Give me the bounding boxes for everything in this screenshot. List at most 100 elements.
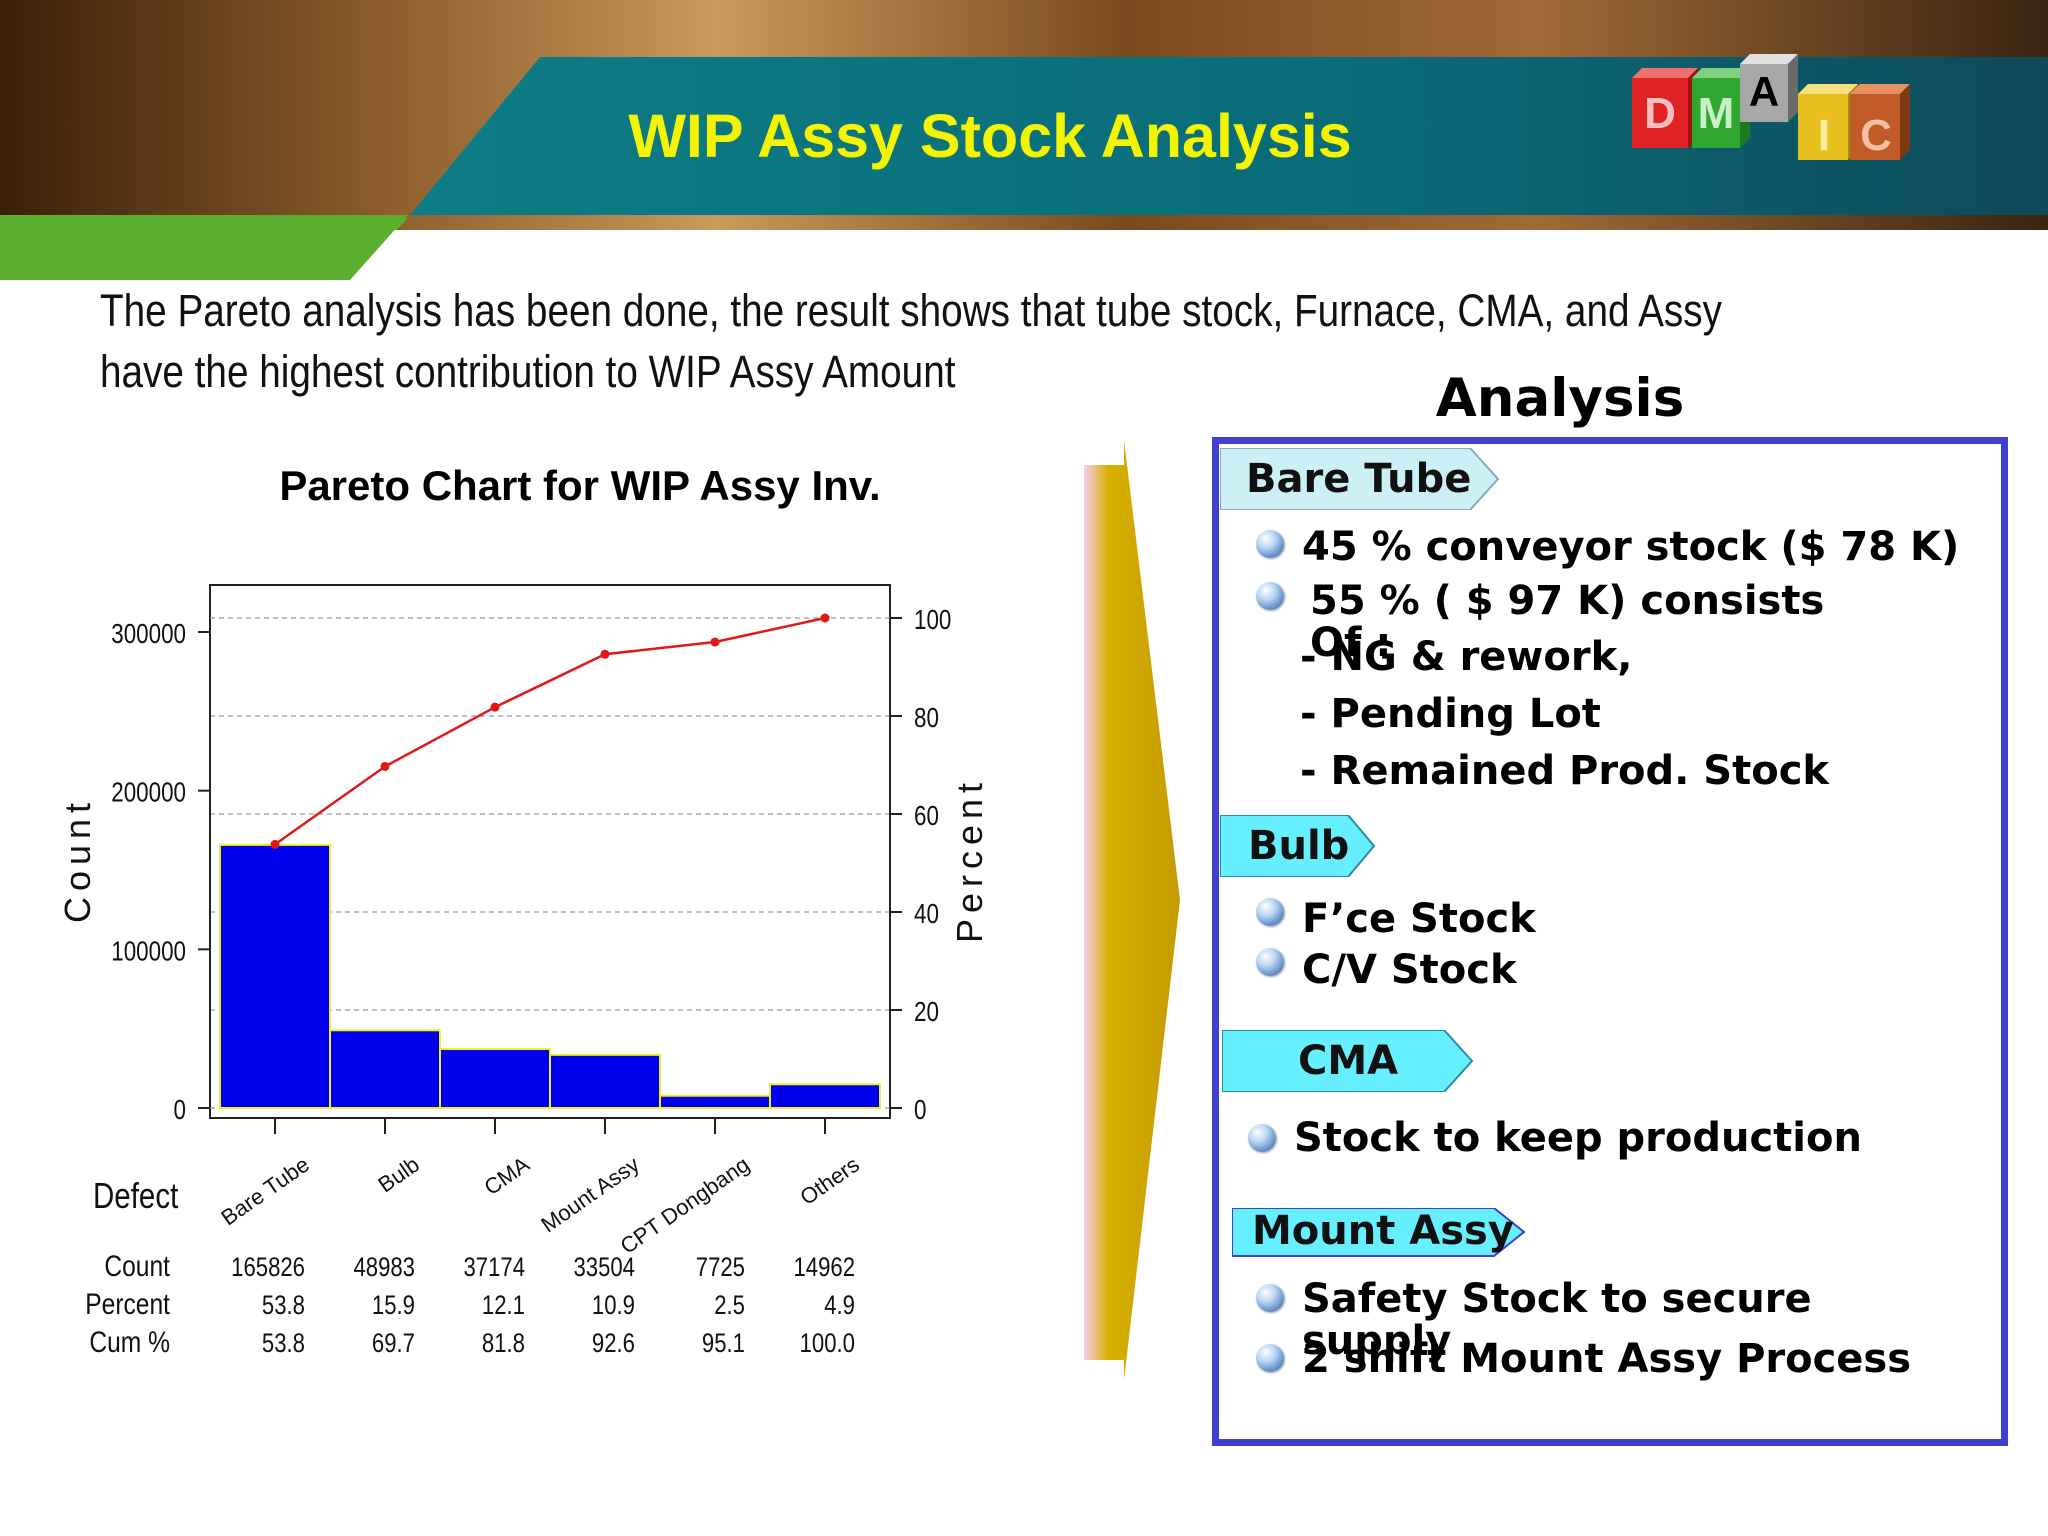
logo-block-c: C xyxy=(1850,84,1910,160)
bullet-icon xyxy=(1256,948,1284,976)
y2-tick-label: 100 xyxy=(914,605,951,636)
tag-bare-tube-label: Bare Tube xyxy=(1246,456,1472,502)
green-band xyxy=(0,215,408,280)
table-cell: 7725 xyxy=(696,1253,745,1283)
bar xyxy=(329,1029,441,1109)
x-tick-label: Bare Tube xyxy=(216,1152,313,1231)
bar xyxy=(769,1083,881,1109)
table-row-label: Percent xyxy=(85,1287,170,1321)
tag-bulb-label: Bulb xyxy=(1248,823,1350,869)
y2-axis-title: Percent xyxy=(949,777,990,943)
bare-tube-line-5: - Pending Lot xyxy=(1300,691,1601,737)
table-cell: 48983 xyxy=(353,1253,415,1283)
slide-title: WIP Assy Stock Analysis xyxy=(628,102,1352,170)
y2-tick-label: 40 xyxy=(914,899,939,930)
bullet-icon xyxy=(1248,1124,1276,1152)
table-cell: 2.5 xyxy=(714,1291,745,1321)
cumulative-point xyxy=(710,637,720,647)
analysis-box xyxy=(1212,437,2008,1446)
logo-letter-d: D xyxy=(1644,89,1676,138)
table-row-label: Count xyxy=(104,1249,170,1283)
tag-bare-tube: Bare Tube xyxy=(1220,448,1500,510)
cumulative-point xyxy=(490,702,500,712)
right-arrow xyxy=(1084,440,1180,1380)
logo-letter-a: A xyxy=(1749,68,1779,115)
intro-line-2: have the highest contribution to WIP Ass… xyxy=(100,346,956,397)
pareto-chart: 0 100000 200000 300000 0 20 40 60 80 100 Count Perc… xyxy=(57,584,990,1359)
cumulative-point xyxy=(820,613,830,623)
x-tick-label: Mount Assy xyxy=(536,1152,643,1238)
bulb-line-1: F’ce Stock xyxy=(1302,896,1536,942)
logo-block-i: I xyxy=(1798,84,1858,160)
logo-letter-m: M xyxy=(1698,89,1735,138)
bare-tube-line-4: - NG & rework, xyxy=(1300,634,1633,680)
cumulative-point xyxy=(270,839,280,849)
table-cell: 14962 xyxy=(793,1253,855,1283)
tag-bulb-shape xyxy=(1220,815,1376,877)
bar xyxy=(219,843,331,1109)
table-cell: 165826 xyxy=(231,1253,305,1283)
table-cell: 53.8 xyxy=(262,1291,305,1321)
logo-block-d: D xyxy=(1632,68,1698,148)
bar xyxy=(659,1094,771,1110)
tag-mount-assy-label: Mount Assy xyxy=(1252,1208,1514,1254)
bullet-icon xyxy=(1256,1284,1284,1312)
y2-tick-label: 0 xyxy=(914,1095,926,1126)
tag-bulb: Bulb xyxy=(1220,815,1376,877)
table-cell: 53.8 xyxy=(262,1329,305,1359)
arrow-shape xyxy=(1084,440,1180,1380)
table-cell: 4.9 xyxy=(824,1291,855,1321)
mount-assy-line-2: supply xyxy=(1302,1318,1452,1364)
tag-cma-shape xyxy=(1222,1030,1474,1092)
table-cell: 69.7 xyxy=(372,1329,415,1359)
table-cell: 95.1 xyxy=(702,1329,745,1359)
tag-cma-label: CMA xyxy=(1298,1038,1399,1084)
cma-line-1: Stock to keep production xyxy=(1294,1115,1862,1161)
chart-title: Pareto Chart for WIP Assy Inv. xyxy=(279,462,881,509)
dmaic-logo: D M A I C xyxy=(1632,54,1910,160)
table-cell: 81.8 xyxy=(482,1329,525,1359)
table-cell: 12.1 xyxy=(482,1291,525,1321)
bare-tube-line-6: - Remained Prod. Stock xyxy=(1300,748,1830,794)
x-tick-label: Bulb xyxy=(373,1152,423,1198)
bare-tube-line-1: 45 % conveyor stock ($ 78 K) xyxy=(1302,524,1960,570)
table-row-label: Cum % xyxy=(89,1325,170,1359)
analysis-title: Analysis xyxy=(1435,368,1685,429)
table-cell: 100.0 xyxy=(800,1329,855,1359)
bulb-line-2: C/V Stock xyxy=(1302,947,1517,993)
table-cell: 37174 xyxy=(463,1253,525,1283)
intro-line-1: The Pareto analysis has been done, the r… xyxy=(100,285,1722,336)
table-cell: 92.6 xyxy=(592,1329,635,1359)
logo-letter-c: C xyxy=(1860,111,1892,160)
table-category-header: Defect xyxy=(93,1175,178,1215)
bar xyxy=(549,1053,661,1110)
tag-mount-assy: Mount Assy xyxy=(1232,1208,1528,1270)
bullet-icon xyxy=(1256,582,1284,610)
x-tick-label: CMA xyxy=(479,1151,534,1200)
tag-mount-assy-shape xyxy=(1232,1208,1526,1257)
y-tick-label: 100000 xyxy=(111,936,186,967)
tag-cma: CMA xyxy=(1222,1030,1474,1092)
y-tick-label: 0 xyxy=(174,1095,186,1126)
y-tick-label: 300000 xyxy=(111,619,186,650)
table-cell: 33504 xyxy=(573,1253,635,1283)
cumulative-line xyxy=(274,616,826,846)
bare-tube-line-3: Of : xyxy=(1310,620,1392,666)
y2-tick-label: 60 xyxy=(914,801,939,832)
logo-letter-i: I xyxy=(1818,111,1830,160)
bullet-icon xyxy=(1256,1344,1284,1372)
table-cell: 15.9 xyxy=(372,1291,415,1321)
tag-bare-tube-shape xyxy=(1220,448,1500,510)
bar xyxy=(439,1048,551,1109)
y2-tick-label: 20 xyxy=(914,997,939,1028)
y2-tick-label: 80 xyxy=(914,703,939,734)
mount-assy-line-3: 2 shift Mount Assy Process xyxy=(1302,1336,1912,1382)
intro-text: The Pareto analysis has been done, the r… xyxy=(100,280,1722,402)
bare-tube-line-2: 55 % ( $ 97 K) consists xyxy=(1310,578,1825,624)
cumulative-point xyxy=(600,649,610,659)
table-cell: 10.9 xyxy=(592,1291,635,1321)
cumulative-point xyxy=(380,761,390,771)
mount-assy-line-1: Safety Stock to secure xyxy=(1302,1276,1812,1322)
y-axis-title: Count xyxy=(57,797,98,923)
bullet-icon xyxy=(1256,530,1284,558)
